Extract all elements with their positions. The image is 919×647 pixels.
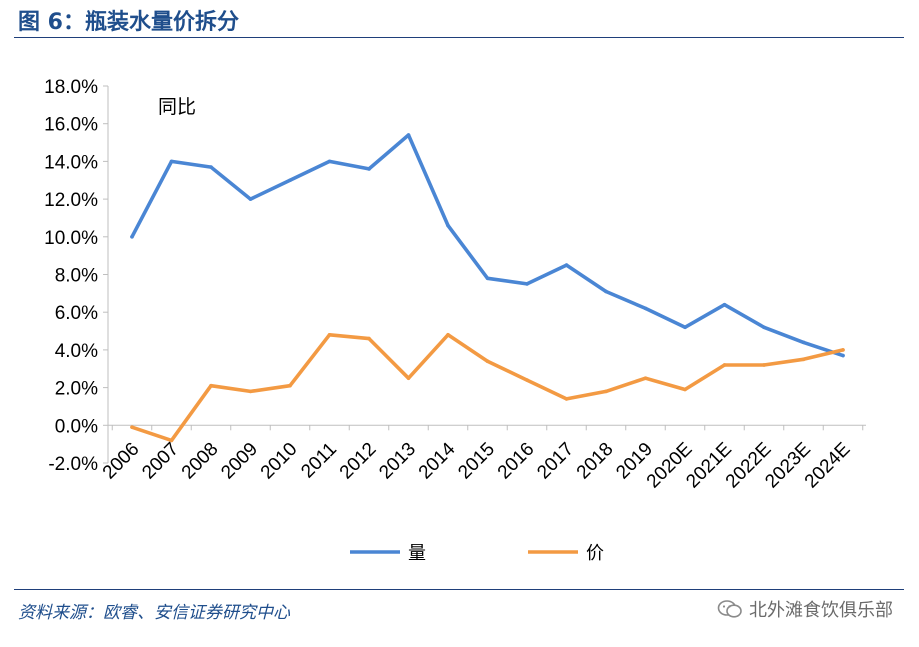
data-point xyxy=(841,353,845,358)
y-tick-label: 14.0% xyxy=(44,152,98,173)
x-tick-label: 2006 xyxy=(99,439,144,484)
x-tick-label: 2018 xyxy=(573,439,618,484)
y-tick-label: 18.0% xyxy=(44,77,98,98)
data-point xyxy=(209,383,213,388)
data-point xyxy=(288,178,292,183)
y-tick-label: 2.0% xyxy=(55,379,98,400)
y-tick-label: 8.0% xyxy=(55,266,98,287)
data-point xyxy=(722,363,727,367)
data-point xyxy=(841,348,845,352)
chart-annotation: 同比 xyxy=(158,96,196,118)
x-tick-label: 2009 xyxy=(217,439,262,484)
data-point xyxy=(564,263,569,267)
legend-label: 量 xyxy=(408,543,426,564)
chart-axes: -2.0% 0.0% 2.0% 4.0% 6.0% 8.0% 10.0% 12.0% 14.0%… xyxy=(44,77,866,492)
data-point xyxy=(169,438,174,443)
y-tick-label: 12.0% xyxy=(44,190,98,211)
data-point xyxy=(327,333,332,337)
data-point xyxy=(209,165,213,169)
watermark-text: 北外滩食饮俱乐部 xyxy=(749,600,893,621)
series-line-price xyxy=(130,332,845,443)
x-tick-label: 2017 xyxy=(533,439,578,484)
data-point xyxy=(643,376,648,380)
x-tick-label: 2012 xyxy=(336,439,381,484)
data-point xyxy=(367,336,371,341)
data-point xyxy=(683,325,687,330)
title-divider xyxy=(14,37,904,38)
chart-series xyxy=(130,133,845,443)
data-point xyxy=(801,340,806,345)
y-tick-label: -2.0% xyxy=(48,454,98,475)
data-point xyxy=(643,306,648,311)
x-tick-label: 2011 xyxy=(297,439,341,483)
data-point xyxy=(406,133,411,137)
data-point xyxy=(248,389,253,394)
x-tick-label: 2010 xyxy=(257,439,302,484)
data-point xyxy=(130,425,134,429)
x-tick-label: 2016 xyxy=(494,439,539,484)
data-point xyxy=(525,378,529,382)
data-point xyxy=(288,383,292,388)
data-point xyxy=(248,197,253,201)
x-tick-label: 2014 xyxy=(415,438,460,483)
data-point xyxy=(130,235,134,239)
y-tick-label: 4.0% xyxy=(55,341,98,362)
chart-legend: 量价 xyxy=(350,543,604,564)
data-point xyxy=(406,376,411,380)
legend-label: 价 xyxy=(586,543,604,564)
source-divider xyxy=(14,589,904,590)
y-tick-label: 6.0% xyxy=(55,303,98,324)
data-point xyxy=(485,276,490,281)
data-point xyxy=(485,359,490,364)
y-tick-label: 10.0% xyxy=(44,228,98,249)
data-point xyxy=(604,389,608,394)
data-point xyxy=(446,223,450,228)
x-tick-label: 2013 xyxy=(375,439,420,484)
data-point xyxy=(801,357,806,362)
x-tick-label: 2007 xyxy=(138,439,183,484)
data-point xyxy=(762,363,766,367)
source-note: 资料来源：欧睿、安信证券研究中心 xyxy=(18,603,290,623)
data-point xyxy=(367,167,371,171)
data-point xyxy=(525,282,529,286)
y-tick-label: 16.0% xyxy=(44,115,98,136)
data-point xyxy=(604,289,608,294)
data-point xyxy=(722,302,727,307)
series-line-volume xyxy=(130,133,845,358)
x-tick-label: 2024E xyxy=(801,439,855,493)
x-tick-label: 2008 xyxy=(178,439,223,484)
data-point xyxy=(169,159,174,164)
x-tick-label: 2015 xyxy=(454,439,499,484)
data-point xyxy=(446,333,450,337)
figure-title: 图 6：瓶装水量价拆分 xyxy=(18,10,239,35)
data-point xyxy=(564,397,569,401)
data-point xyxy=(762,325,766,330)
watermark: 北外滩食饮俱乐部 xyxy=(717,596,893,622)
y-tick-label: 0.0% xyxy=(55,416,98,437)
wechat-icon xyxy=(717,600,742,618)
data-point xyxy=(327,159,332,164)
data-point xyxy=(683,387,687,392)
